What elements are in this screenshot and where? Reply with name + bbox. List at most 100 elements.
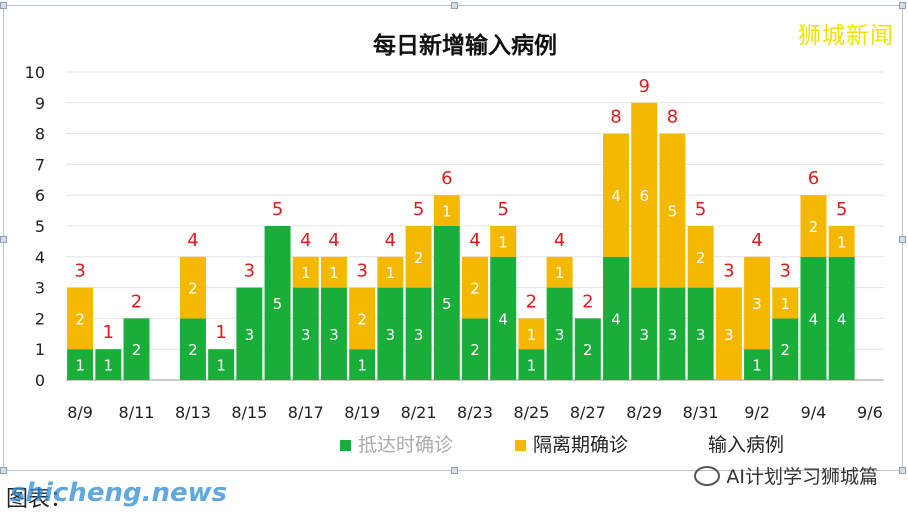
- x-tick-label: 9/6: [857, 403, 883, 422]
- bar-quarantine: [546, 256, 573, 288]
- bar-arrival: [631, 287, 658, 380]
- bar-arrival: [433, 226, 460, 380]
- bar-quarantine: [433, 195, 460, 226]
- data-label-total: 2: [131, 291, 142, 312]
- legend-swatch-arrival: [340, 440, 351, 451]
- data-label-arrival: 3: [329, 326, 339, 344]
- data-label-total: 1: [215, 322, 226, 343]
- bar-quarantine: [800, 195, 827, 257]
- data-label-arrival: 5: [273, 295, 283, 313]
- data-label-total: 5: [272, 199, 283, 220]
- data-label-total: 4: [554, 230, 565, 251]
- bar-arrival: [179, 318, 206, 380]
- bar-arrival: [123, 318, 150, 380]
- data-label-quarantine: 1: [527, 326, 537, 344]
- wechat-source: AI计划学习狮城篇: [694, 462, 878, 489]
- data-label-arrival: 3: [696, 326, 706, 344]
- bar-quarantine: [490, 226, 517, 257]
- y-tick-label: 7: [35, 155, 45, 174]
- x-tick-label: 8/17: [288, 403, 324, 422]
- data-label-total: 3: [74, 261, 85, 282]
- resize-handle-right-middle[interactable]: [899, 236, 906, 243]
- data-label-arrival: 4: [837, 310, 847, 328]
- data-label-quarantine: 2: [696, 249, 706, 267]
- y-tick-label: 1: [35, 340, 45, 359]
- bar-arrival: [236, 287, 263, 380]
- bar-arrival: [405, 287, 432, 380]
- data-label-total: 5: [497, 199, 508, 220]
- data-label-arrival: 2: [781, 341, 791, 359]
- x-tick-label: 8/13: [175, 403, 211, 422]
- legend-label-quarantine: 隔离期确诊: [533, 434, 628, 456]
- bar-arrival: [603, 256, 630, 380]
- resize-handle-bottom-left[interactable]: [0, 467, 7, 474]
- y-tick-label: 5: [35, 217, 45, 236]
- data-label-arrival: 3: [301, 326, 311, 344]
- data-label-quarantine: 1: [386, 264, 396, 282]
- resize-handle-top-center[interactable]: [451, 2, 458, 9]
- data-label-quarantine: 2: [188, 280, 198, 298]
- data-label-quarantine: 1: [329, 264, 339, 282]
- bar-arrival: [800, 256, 827, 380]
- bar-arrival: [659, 287, 686, 380]
- data-label-arrival: 1: [216, 357, 226, 375]
- resize-handle-bottom-right[interactable]: [899, 467, 906, 474]
- data-label-arrival: 4: [611, 310, 621, 328]
- x-tick-label: 9/2: [744, 403, 770, 422]
- data-label-arrival: 4: [809, 310, 819, 328]
- data-label-arrival: 2: [188, 341, 198, 359]
- bar-quarantine: [603, 133, 630, 257]
- x-tick-label: 8/9: [67, 403, 93, 422]
- bar-arrival: [349, 349, 376, 380]
- data-label-arrival: 1: [752, 357, 762, 375]
- y-tick-label: 4: [35, 248, 45, 267]
- data-label-quarantine: 5: [668, 203, 678, 221]
- data-label-quarantine: 3: [724, 326, 734, 344]
- data-label-quarantine: 1: [837, 233, 847, 251]
- data-label-total: 4: [751, 230, 762, 251]
- data-label-quarantine: 2: [75, 310, 85, 328]
- bar-quarantine: [320, 256, 347, 288]
- data-label-quarantine: 2: [470, 280, 480, 298]
- data-label-quarantine: 1: [555, 264, 565, 282]
- bar-arrival: [490, 256, 517, 380]
- data-label-total: 4: [469, 230, 480, 251]
- bar-quarantine: [744, 256, 771, 350]
- y-tick-label: 3: [35, 279, 45, 298]
- resize-handle-top-right[interactable]: [899, 2, 906, 9]
- data-label-arrival: 2: [132, 341, 142, 359]
- data-label-quarantine: 2: [414, 249, 424, 267]
- data-label-arrival: 2: [583, 341, 593, 359]
- chart-title: 每日新增输入病例: [373, 32, 557, 59]
- bar-arrival: [574, 318, 601, 380]
- x-tick-label: 8/23: [457, 403, 493, 422]
- bar-arrival: [772, 318, 799, 380]
- data-label-total: 5: [695, 199, 706, 220]
- bar-quarantine: [179, 256, 206, 319]
- resize-handle-bottom-center[interactable]: [451, 467, 458, 474]
- data-label-total: 3: [723, 261, 734, 282]
- bar-quarantine: [377, 256, 404, 288]
- data-label-arrival: 1: [357, 357, 367, 375]
- bar-arrival: [546, 287, 573, 380]
- data-label-total: 6: [441, 168, 452, 189]
- site-watermark: shicheng.news: [10, 478, 228, 508]
- bar-quarantine: [405, 226, 432, 288]
- brand-logo-text: 狮城新闻: [798, 23, 894, 49]
- resize-handle-left-middle[interactable]: [0, 236, 7, 243]
- data-label-quarantine: 1: [781, 295, 791, 313]
- data-label-total: 2: [526, 291, 537, 312]
- data-label-arrival: 3: [414, 326, 424, 344]
- bar-quarantine: [772, 287, 799, 319]
- resize-handle-top-left[interactable]: [0, 2, 7, 9]
- x-tick-label: 8/25: [513, 403, 549, 422]
- data-label-quarantine: 6: [639, 187, 649, 205]
- bar-arrival: [320, 287, 347, 380]
- bar-arrival: [744, 349, 771, 380]
- source-label: AI计划学习狮城篇: [726, 466, 878, 488]
- x-tick-label: 9/4: [801, 403, 827, 422]
- data-label-arrival: 2: [470, 341, 480, 359]
- x-tick-label: 8/19: [344, 403, 380, 422]
- bar-quarantine: [687, 226, 714, 288]
- data-label-total: 4: [187, 230, 198, 251]
